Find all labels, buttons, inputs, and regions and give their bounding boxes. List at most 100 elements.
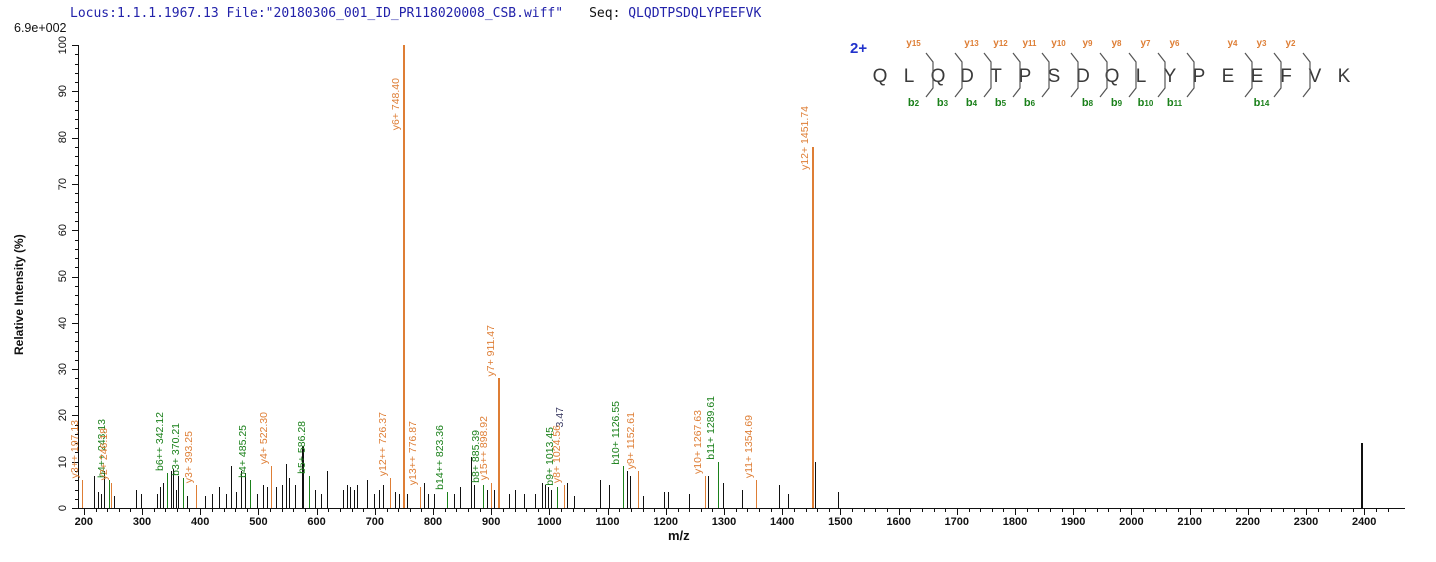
x-minor-tick: [863, 509, 865, 512]
peak: [630, 475, 632, 508]
y-tick-label: 20: [57, 409, 69, 422]
x-major-tick: [1247, 509, 1249, 515]
y-minor-tick: [75, 313, 78, 315]
x-major-tick: [607, 509, 609, 515]
y-tick-label: 80: [57, 131, 69, 144]
peak: [236, 491, 238, 508]
x-major-tick: [491, 509, 493, 515]
fragment-number: 11: [1028, 39, 1037, 48]
peak: [103, 471, 105, 508]
y-minor-tick: [75, 304, 78, 306]
y-minor-tick: [75, 332, 78, 334]
peak: [196, 484, 198, 508]
peak: [446, 491, 448, 508]
x-minor-tick: [409, 509, 411, 512]
x-major-tick: [1131, 509, 1133, 515]
x-major-tick: [1189, 509, 1191, 515]
fragment-b-label: b8: [1081, 97, 1094, 109]
x-minor-tick: [735, 509, 737, 512]
fragment-y-label: y7: [1140, 38, 1151, 49]
x-minor-tick: [968, 509, 970, 512]
x-tick-label: 1300: [711, 516, 737, 528]
cleavage-mark: [925, 52, 934, 98]
peak-label: y11+ 1354.69: [742, 415, 755, 479]
x-axis: [78, 508, 1405, 509]
x-minor-tick: [502, 509, 504, 512]
x-minor-tick: [1387, 509, 1389, 512]
y-tick-label: 50: [57, 270, 69, 283]
peak: [156, 494, 158, 508]
cleavage-mark: [1186, 52, 1195, 98]
peak: [755, 480, 757, 508]
peptide-residue: D: [1076, 66, 1090, 87]
peak: [742, 489, 744, 508]
x-minor-tick: [619, 509, 621, 512]
peak: [419, 487, 421, 508]
fragment-number: 2: [914, 99, 920, 108]
x-tick-label: 600: [307, 516, 326, 528]
peak: [424, 482, 426, 508]
y-minor-tick: [75, 285, 78, 287]
y-major-tick: [72, 508, 78, 509]
x-minor-tick: [211, 509, 213, 512]
x-minor-tick: [980, 509, 982, 512]
peak: [470, 457, 472, 508]
locus-file-label: Locus:1.1.1.1967.13 File:"20180306_001_I…: [70, 6, 564, 21]
x-tick-label: 2300: [1293, 516, 1319, 528]
y-tick: 40: [56, 307, 70, 339]
peak: [231, 466, 233, 508]
x-tick-label: 2000: [1119, 516, 1144, 528]
y-minor-tick: [75, 258, 78, 259]
x-minor-tick: [1317, 509, 1319, 512]
y-tick: 30: [56, 353, 70, 385]
cleavage-mark: [1041, 52, 1050, 98]
y-major-tick: [72, 183, 78, 185]
y-tick-label: 70: [57, 177, 69, 191]
x-minor-tick: [95, 509, 97, 512]
cleavage-mark: [983, 52, 992, 98]
peak-label: y15++ 898.92: [477, 416, 490, 481]
peak: [353, 489, 355, 508]
x-minor-tick: [712, 509, 714, 512]
peak: [395, 491, 397, 508]
y-minor-tick: [75, 54, 78, 56]
peak-label: y12++ 726.37: [377, 411, 390, 476]
y-minor-tick: [75, 109, 78, 111]
y-minor-tick: [75, 128, 78, 130]
y-tick-label: 40: [57, 316, 69, 329]
peak: [705, 475, 707, 508]
peak: [551, 489, 553, 508]
peak: [788, 494, 789, 508]
peak-label: b6++ 342.12: [153, 412, 166, 472]
x-major-tick: [433, 509, 434, 515]
fragment-number: 12: [998, 39, 1008, 48]
peak: [302, 445, 305, 508]
peak: [623, 466, 625, 508]
peptide-residue: P: [1018, 66, 1032, 87]
x-minor-tick: [700, 509, 702, 512]
peak: [534, 494, 536, 508]
peak-label: y8+ 1024.56: [550, 424, 563, 483]
peak: [454, 494, 455, 508]
x-major-tick: [316, 509, 318, 515]
y-tick: 20: [56, 399, 70, 431]
y-minor-tick: [75, 350, 78, 352]
y-axis: [78, 45, 79, 509]
peak: [186, 496, 188, 508]
base-peak-intensity: 6.9e+002: [14, 21, 67, 35]
x-tick-label: 1600: [886, 516, 911, 528]
x-minor-tick: [852, 509, 854, 512]
y-major-tick: [72, 369, 78, 371]
x-tick-label: 1700: [944, 516, 970, 528]
y-tick: 50: [56, 261, 70, 293]
x-tick-label: 1800: [1002, 516, 1028, 528]
peak: [390, 477, 392, 508]
x-minor-tick: [805, 509, 807, 512]
peak: [642, 496, 644, 508]
y-tick: 60: [56, 214, 70, 246]
y-tick-label: 30: [57, 362, 69, 376]
y-tick: 80: [56, 122, 70, 154]
peptide-residue: S: [1047, 66, 1061, 87]
x-minor-tick: [165, 509, 167, 512]
x-minor-tick: [223, 509, 225, 512]
